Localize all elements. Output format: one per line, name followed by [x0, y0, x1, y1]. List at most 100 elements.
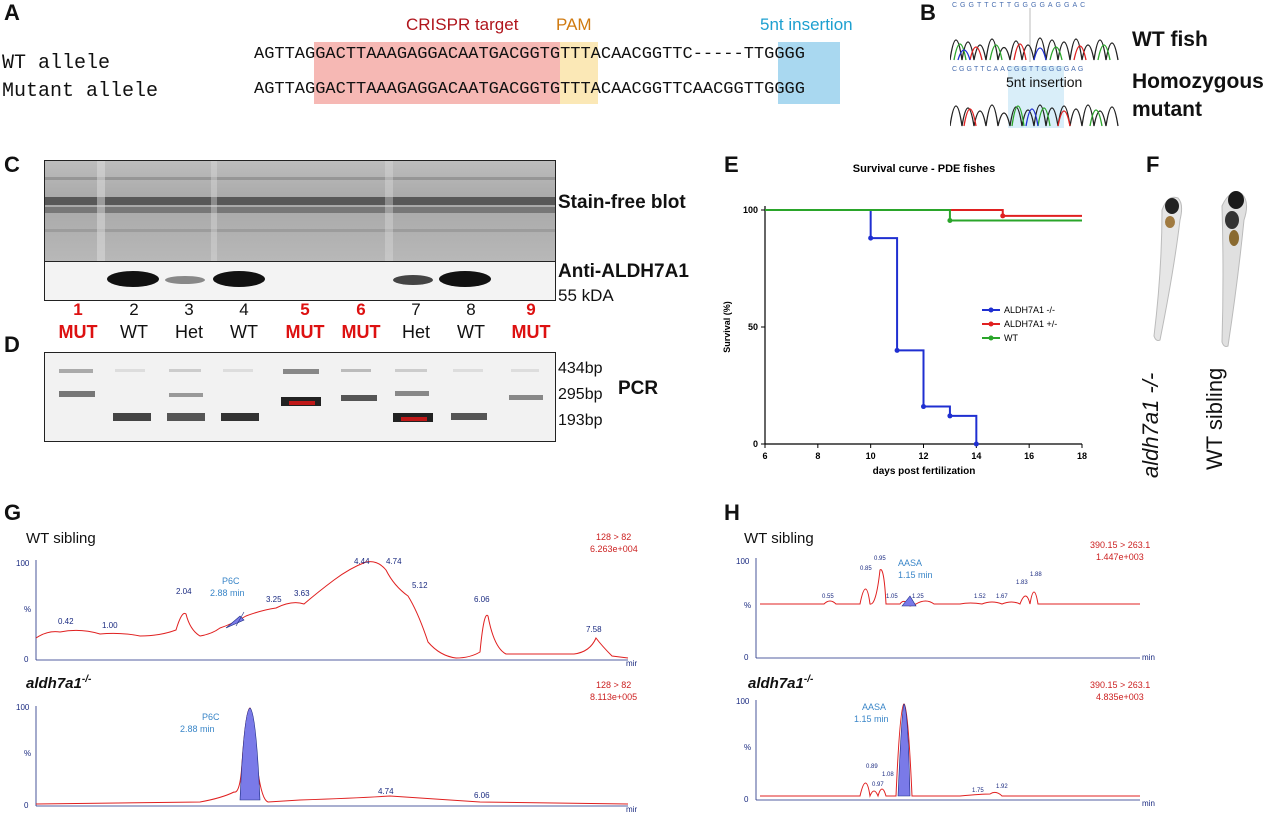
crispr-target-highlight: [314, 42, 560, 104]
peak-label: 1.05: [886, 594, 898, 600]
g-bottom-peak-time: 2.88 min: [180, 724, 215, 734]
g-bottom-transition: 128 > 82: [596, 680, 632, 690]
pcr-gel-image: [44, 352, 556, 442]
peak-label: 1.92: [996, 784, 1008, 790]
bp-label-193: 193bp: [558, 412, 603, 429]
lane-genotype: MUT: [58, 322, 98, 342]
lane-genotype: WT: [457, 322, 485, 342]
g-bottom-intensity: 8.113e+005: [590, 692, 638, 702]
g-top-chromatogram: 100 % 0 mir P6C 2.88 min 0.42 1.00 2.04 …: [16, 557, 637, 668]
legend-marker: [988, 307, 994, 313]
h-bottom-ypct: %: [744, 743, 751, 752]
lane-number: 7: [411, 300, 421, 319]
h-bottom-y0: 0: [744, 795, 749, 804]
peak-label: 0.95: [874, 556, 886, 562]
bp-label-295: 295bp: [558, 386, 603, 403]
b-insertion-label: 5nt insertion: [1006, 74, 1083, 90]
peak-label: 4.44: [354, 557, 370, 566]
survival-point: [973, 441, 979, 447]
wt-allele-label: WT allele: [2, 52, 111, 75]
survival-point: [894, 347, 900, 353]
survival-point: [947, 218, 953, 224]
peak-label: 4.74: [378, 787, 394, 796]
chart-title: Survival curve - PDE fishes: [853, 163, 995, 175]
y-tick-label: 0: [753, 439, 758, 449]
survival-point: [868, 235, 874, 241]
peak-label: 1.67: [996, 594, 1008, 600]
sanger-chromatogram: CGGTTCTTGGGGAGGAC CGGTTCAACGGTTGGGGAG: [949, 0, 1126, 128]
lane-genotype: MUT: [285, 322, 325, 342]
peak-label: 1.88: [1030, 572, 1042, 578]
pam-label: PAM: [556, 15, 592, 34]
peak-label: 1.00: [102, 621, 118, 630]
survival-point: [947, 413, 953, 419]
lane-number: 9: [526, 300, 536, 319]
g-top-y0: 0: [24, 655, 29, 664]
g-bottom-y0: 0: [24, 801, 29, 810]
wt-fish-label: WT fish: [1132, 28, 1208, 51]
y-tick-label: 100: [743, 205, 758, 215]
h-top-chromatogram: 100 % 0 min AASA 1.15 min 0.55 0.85 0.95…: [736, 556, 1155, 662]
peak-label: 0.97: [872, 782, 884, 788]
homozygous-label: Homozygous: [1132, 70, 1264, 93]
h-top-transition: 390.15 > 263.1: [1090, 540, 1151, 550]
chart-ylabel: Survival (%): [722, 301, 732, 353]
legend-marker: [988, 335, 994, 341]
chart-xlabel: days post fertilization: [873, 466, 976, 477]
lane-number: 6: [356, 300, 366, 319]
lane-number: 5: [300, 300, 310, 319]
g-top-xunit: mir: [626, 659, 637, 668]
lane-genotype: MUT: [341, 322, 381, 342]
g-top-intensity: 6.263e+004: [590, 544, 638, 554]
h-top-peak-name: AASA: [898, 558, 922, 568]
g-top-transition: 128 > 82: [596, 532, 632, 542]
peak-label: 3.25: [266, 595, 282, 604]
lane-number: 1: [73, 300, 83, 319]
larvae-image: [1140, 180, 1260, 350]
mutant-allele-label: Mutant allele: [2, 80, 159, 103]
lane-genotype: Het: [401, 322, 430, 342]
pcr-label: PCR: [618, 378, 659, 399]
peak-label: 1.83: [1016, 580, 1028, 586]
stain-free-label: Stain-free blot: [558, 192, 686, 213]
g-top-y100: 100: [16, 559, 30, 568]
y-tick-label: 50: [748, 322, 758, 332]
panel-d-letter: D: [4, 332, 20, 357]
peak-label: 2.04: [176, 587, 192, 596]
peak-label: 3.63: [294, 589, 310, 598]
peak-label: 0.89: [866, 764, 878, 770]
lane-genotype: WT: [230, 322, 258, 342]
h-bottom-intensity: 4.835e+003: [1096, 692, 1144, 702]
peak-label: 1.25: [912, 594, 924, 600]
anti-aldh7a1-blot-image: [44, 261, 556, 301]
peak-label: 6.06: [474, 791, 490, 800]
mutant-label: mutant: [1132, 98, 1202, 121]
panel-b-letter: B: [920, 0, 936, 25]
x-tick-label: 6: [762, 451, 767, 461]
survival-point: [1000, 213, 1006, 219]
g-top-sample: WT sibling: [26, 530, 96, 547]
legend-label: ALDH7A1 -/-: [1004, 305, 1055, 315]
h-top-y100: 100: [736, 557, 750, 566]
h-top-intensity: 1.447e+003: [1096, 552, 1144, 562]
wt-allele-sequence: AGTTAGGACTTAAAGAGGACAATGACGGTGTTTACAACGG…: [254, 45, 805, 64]
top-base-calls: CGGTTCTTGGGGAGGAC: [952, 2, 1088, 9]
g-top-peak-time: 2.88 min: [210, 588, 245, 598]
x-tick-label: 12: [918, 451, 928, 461]
panel-g-letter: G: [4, 500, 22, 525]
panel-f-letter: F: [1146, 152, 1160, 177]
bottom-base-calls: CGGTTCAACGGTTGGGGAG: [952, 66, 1085, 73]
g-bottom-y100: 100: [16, 703, 30, 712]
g-top-peak-name: P6C: [222, 576, 240, 586]
g-top-ypct: %: [24, 605, 31, 614]
series-line-0: [765, 209, 978, 444]
x-tick-label: 16: [1024, 451, 1034, 461]
chromatogram-svg: CGGTTCTTGGGGAGGAC CGGTTCAACGGTTGGGGAG: [949, 0, 1126, 128]
peak-label: 6.06: [474, 595, 490, 604]
peak-label: 7.58: [586, 625, 602, 634]
lane-number: 4: [239, 300, 249, 319]
h-bottom-transition: 390.15 > 263.1: [1090, 680, 1151, 690]
panel-a-letter: A: [4, 0, 20, 25]
peak-label: 4.74: [386, 557, 402, 566]
insertion-highlight: [778, 42, 840, 104]
